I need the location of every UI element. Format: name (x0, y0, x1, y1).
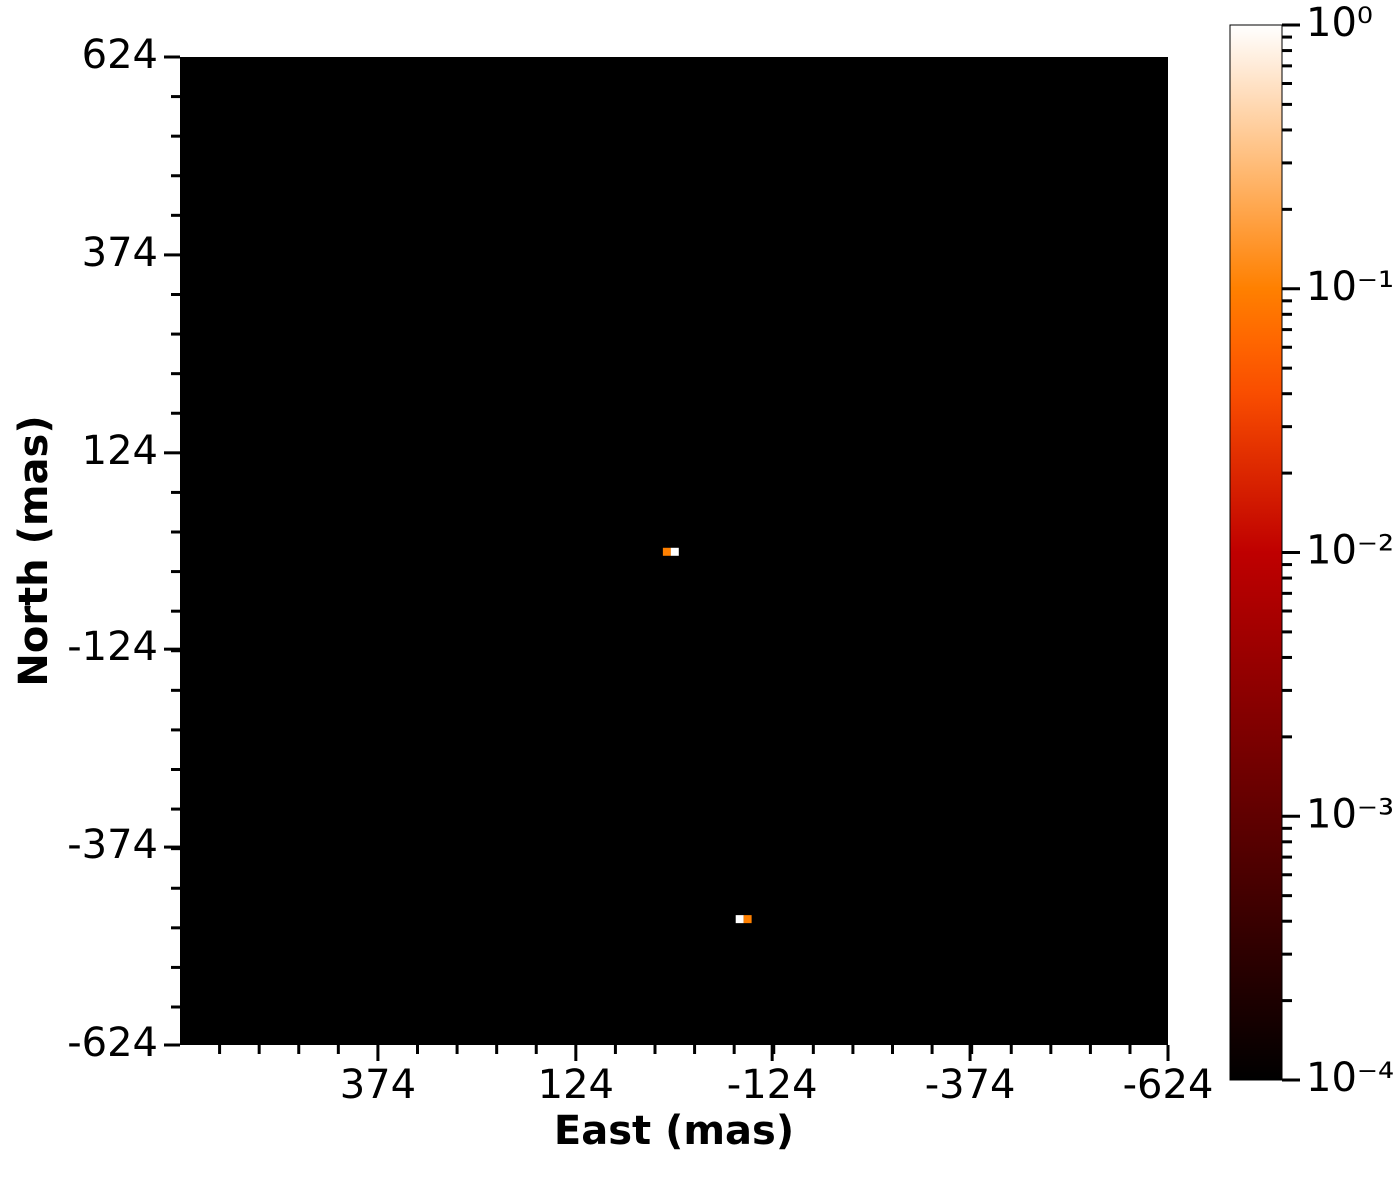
x-tick-label: -124 (727, 1062, 818, 1108)
colorbar-tick-label: 10⁻⁴ (1306, 1055, 1394, 1101)
y-tick-label: 624 (82, 32, 158, 78)
y-tick-label: -124 (67, 624, 158, 670)
pixel (662, 547, 671, 556)
colorbar (1229, 24, 1283, 1081)
pixel (670, 547, 679, 556)
colorbar-tick-label: 10⁰ (1306, 0, 1373, 46)
y-axis-label: North (mas) (11, 415, 57, 686)
colorbar-tick-label: 10⁻² (1306, 528, 1394, 574)
x-tick-label: 124 (538, 1062, 614, 1108)
y-tick-label: -624 (67, 1020, 158, 1066)
colorbar-tick-label: 10⁻¹ (1306, 264, 1394, 310)
colorbar-tick-label: 10⁻³ (1306, 791, 1394, 837)
x-tick-label: -374 (925, 1062, 1016, 1108)
pixel (735, 915, 744, 924)
y-tick-label: 374 (82, 230, 158, 276)
x-tick-label: -624 (1123, 1062, 1214, 1108)
y-tick-label: -374 (67, 822, 158, 868)
x-axis-label: East (mas) (554, 1108, 794, 1154)
x-tick-label: 374 (340, 1062, 416, 1108)
y-tick-label: 124 (82, 428, 158, 474)
pixel (743, 915, 752, 924)
